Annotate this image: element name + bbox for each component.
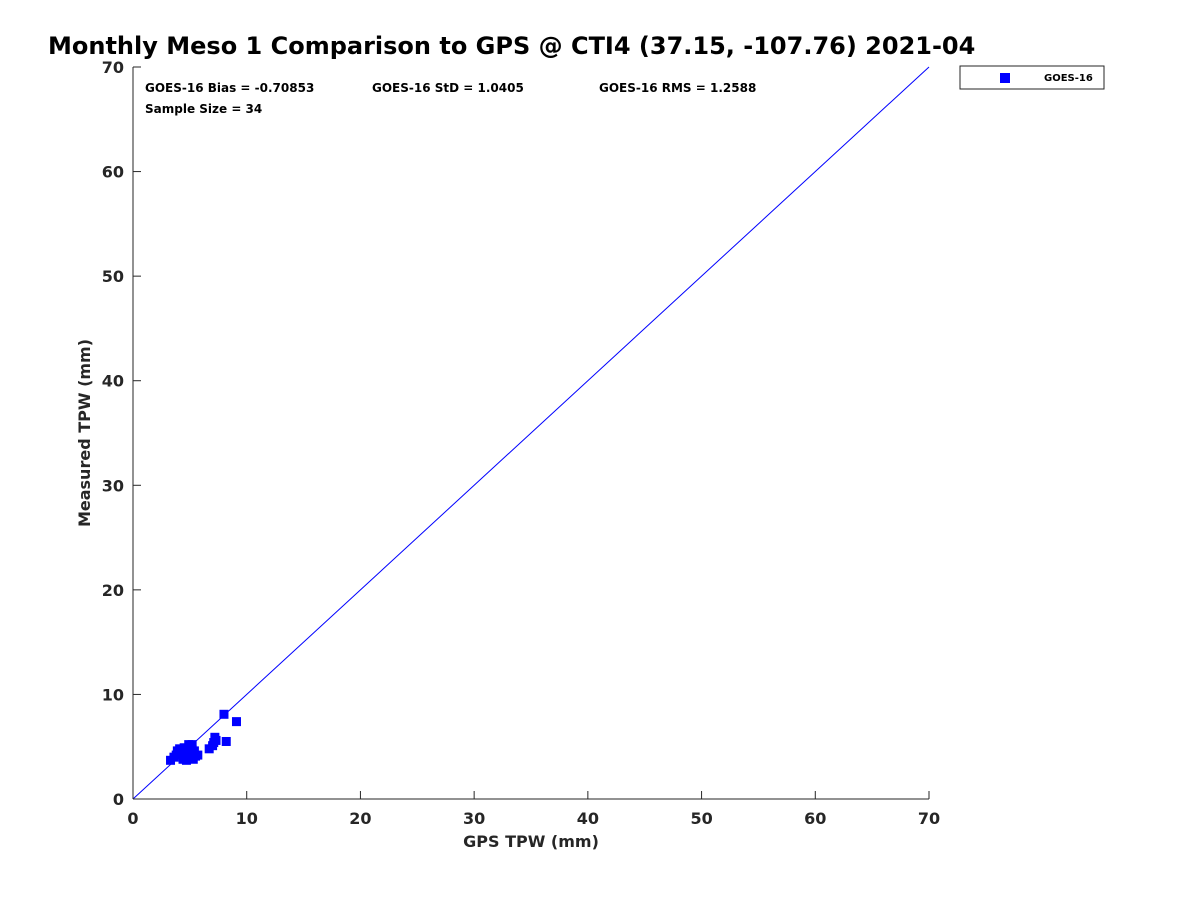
rms-stat: GOES-16 RMS = 1.2588: [599, 81, 756, 95]
data-point: [187, 745, 197, 755]
x-tick-label: 30: [463, 809, 485, 828]
y-tick-label: 0: [113, 790, 124, 809]
y-tick-label: 60: [102, 163, 124, 182]
x-tick-label: 20: [349, 809, 371, 828]
x-tick-label: 0: [127, 809, 138, 828]
y-tick-label: 40: [102, 372, 124, 391]
data-point: [219, 709, 229, 719]
bias-stat: GOES-16 Bias = -0.70853: [145, 81, 314, 95]
y-tick-label: 10: [102, 685, 124, 704]
std-stat: GOES-16 StD = 1.0405: [372, 81, 524, 95]
y-tick-label: 30: [102, 476, 124, 495]
y-tick-label: 50: [102, 267, 124, 286]
x-axis-label: GPS TPW (mm): [463, 832, 599, 851]
data-point: [178, 753, 188, 763]
data-point: [173, 748, 183, 758]
legend-box: [959, 65, 1105, 90]
x-tick-label: 10: [236, 809, 258, 828]
data-point: [231, 717, 241, 727]
data-point: [191, 751, 201, 761]
y-tick-label: 70: [102, 58, 124, 77]
data-point: [211, 735, 221, 745]
legend-label: GOES-16: [1044, 73, 1093, 84]
x-tick-label: 50: [690, 809, 712, 828]
x-tick-label: 70: [918, 809, 940, 828]
y-ticks-layer: 0 10 20 30 40 50 60 70: [102, 58, 141, 809]
y-axis-label: Measured TPW (mm): [75, 339, 94, 527]
axes-layer: [132, 67, 929, 800]
data-points-layer: [166, 709, 241, 765]
sample-size-stat: Sample Size = 34: [145, 102, 262, 116]
x-tick-label: 40: [577, 809, 599, 828]
data-point: [221, 736, 231, 746]
y-tick-label: 20: [102, 581, 124, 600]
legend: GOES-16: [959, 65, 1105, 90]
one-to-one-line: [132, 66, 930, 800]
legend-marker: [1000, 73, 1010, 83]
x-tick-label: 60: [804, 809, 826, 828]
reference-line-layer: [132, 66, 930, 800]
x-ticks-layer: 0 10 20 30 40 50 60 70: [127, 791, 940, 828]
chart-title: Monthly Meso 1 Comparison to GPS @ CTI4 …: [48, 32, 975, 60]
